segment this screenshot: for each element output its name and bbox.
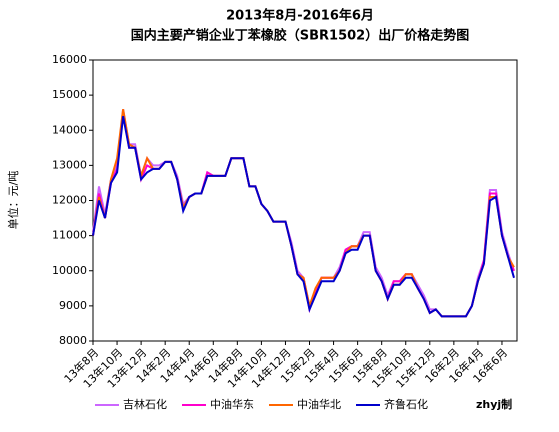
y-axis-label: 单位：元/吨	[6, 171, 20, 230]
legend-label: 中油华东	[210, 397, 254, 411]
y-tick-label: 9000	[59, 299, 87, 312]
y-tick-label: 10000	[52, 264, 87, 277]
plot-frame	[92, 59, 518, 342]
chart-subtitle: 国内主要产销企业丁苯橡胶（SBR1502）出厂价格走势图	[131, 28, 469, 44]
legend-label: 吉林石化	[123, 397, 167, 411]
y-tick-label: 16000	[52, 53, 87, 66]
y-tick-label: 14000	[52, 123, 87, 136]
legend-label: 齐鲁石化	[384, 397, 428, 411]
legend-label: 中油华北	[297, 397, 341, 411]
y-tick-label: 15000	[52, 88, 87, 101]
y-tick-label: 11000	[52, 229, 87, 242]
y-tick-label: 12000	[52, 194, 87, 207]
y-tick-label: 8000	[59, 334, 87, 347]
chart-title: 2013年8月-2016年6月	[226, 8, 374, 24]
series-line	[92, 116, 515, 318]
annotation: zhyj制	[476, 397, 512, 411]
y-tick-label: 13000	[52, 158, 87, 171]
